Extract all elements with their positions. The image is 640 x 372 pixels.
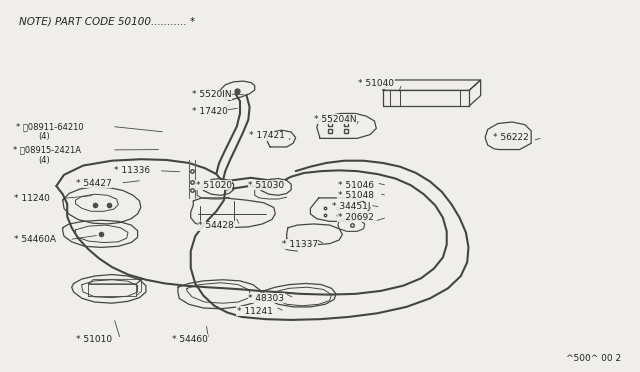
Text: * 11240: * 11240 <box>14 194 50 203</box>
Text: * 54428: * 54428 <box>198 221 234 230</box>
Text: ^500^ 00 2: ^500^ 00 2 <box>566 354 621 363</box>
Text: * 51010: * 51010 <box>76 335 111 344</box>
Text: * 51020: * 51020 <box>196 181 232 190</box>
Text: * 51048: * 51048 <box>338 191 374 200</box>
Text: * 17420: * 17420 <box>192 107 228 116</box>
Text: NOTE) PART CODE 50100........... *: NOTE) PART CODE 50100........... * <box>19 17 195 27</box>
Text: * 55204N: * 55204N <box>314 115 356 124</box>
Text: * 54427: * 54427 <box>76 179 111 187</box>
Text: * 54460A: * 54460A <box>14 235 56 244</box>
Text: * 20692: * 20692 <box>338 213 374 222</box>
Text: * 11337: * 11337 <box>282 240 317 248</box>
Text: * ⓜ08915-2421A: * ⓜ08915-2421A <box>13 145 81 154</box>
Text: * 51030: * 51030 <box>248 181 284 190</box>
Text: * ⓝ08911-64210: * ⓝ08911-64210 <box>16 122 84 131</box>
Text: (4): (4) <box>38 132 50 141</box>
Text: (4): (4) <box>38 156 50 165</box>
Text: * 11336: * 11336 <box>114 166 150 175</box>
Text: * 54460: * 54460 <box>172 335 207 344</box>
Text: * 17421: * 17421 <box>249 131 285 140</box>
Text: * 56222: * 56222 <box>493 133 529 142</box>
Text: * 51040: * 51040 <box>358 79 394 88</box>
Text: * 48303: * 48303 <box>248 294 284 303</box>
Text: * 34451J: * 34451J <box>332 202 370 211</box>
Text: * 5520IN: * 5520IN <box>192 90 232 99</box>
Text: * 51046: * 51046 <box>338 181 374 190</box>
Text: * 11241: * 11241 <box>237 307 273 316</box>
